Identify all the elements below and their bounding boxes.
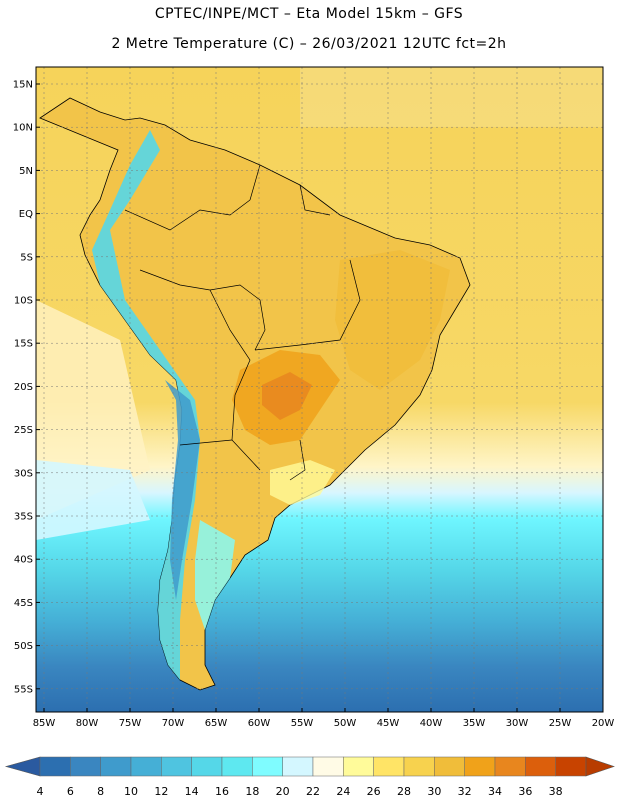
- colorbar-swatch: [464, 756, 496, 777]
- longitude-labels: 85W 80W 75W 70W 65W 60W 55W 50W 45W 40W 35W 30W 25W 2…: [33, 708, 615, 729]
- lat-label: 50S: [14, 641, 33, 652]
- colorbar-label: 18: [245, 785, 259, 798]
- lon-label: 60W: [248, 718, 271, 729]
- colorbar-swatch: [161, 756, 192, 777]
- colorbar-label: 4: [37, 785, 44, 798]
- colorbar-swatch: [555, 756, 587, 777]
- colorbar-swatch: [191, 756, 223, 777]
- colorbar-swatch: [403, 756, 435, 777]
- lon-label: 30W: [506, 718, 529, 729]
- lon-label: 85W: [33, 718, 56, 729]
- lon-label: 45W: [377, 718, 400, 729]
- lat-label: 5S: [20, 252, 33, 263]
- latitude-labels: 15N 10N 5N EQ 5S 10S 15S 20S 25S 30S 35S 40S 45S 50S 5…: [13, 80, 40, 695]
- lon-label: 20W: [592, 718, 615, 729]
- colorbar-label: 34: [488, 785, 502, 798]
- lat-label: 55S: [14, 684, 33, 695]
- lat-label: 10N: [13, 123, 33, 134]
- colorbar-label: 24: [336, 785, 350, 798]
- country-borders: [124, 164, 361, 481]
- lon-label: 80W: [76, 718, 99, 729]
- colorbar-label: 14: [185, 785, 199, 798]
- colorbar-label: 30: [427, 785, 441, 798]
- colorbar-swatch: [434, 756, 465, 777]
- colorbar-swatch: [130, 756, 162, 777]
- colorbar-label: 38: [549, 785, 563, 798]
- map-title-line-1: CPTEC/INPE/MCT – Eta Model 15km – GFS: [154, 6, 464, 22]
- colorbar-swatch: [39, 756, 71, 777]
- colorbar-label: 28: [397, 785, 411, 798]
- colorbar-swatch: [100, 756, 132, 777]
- lat-label: 15N: [13, 80, 33, 91]
- uruguay-pale: [270, 460, 335, 505]
- colorbar-label: 16: [215, 785, 229, 798]
- lon-label: 50W: [334, 718, 357, 729]
- colorbar-label: 12: [154, 785, 168, 798]
- colorbar-label: 22: [306, 785, 320, 798]
- lon-label: 65W: [205, 718, 228, 729]
- lat-label: 15S: [14, 339, 33, 350]
- lat-label: 40S: [14, 555, 33, 566]
- colorbar-swatch: [494, 756, 526, 777]
- colorbar-swatch: [252, 756, 283, 777]
- colorbar-label: 10: [124, 785, 138, 798]
- colorbar-label: 20: [276, 785, 290, 798]
- warm-northeast: [335, 250, 450, 390]
- lon-label: 55W: [291, 718, 314, 729]
- lon-label: 40W: [420, 718, 443, 729]
- hot-core: [262, 372, 312, 420]
- colorbar-label: 6: [67, 785, 74, 798]
- lat-label: 35S: [14, 512, 33, 523]
- lon-label: 70W: [162, 718, 185, 729]
- lat-label: 20S: [14, 382, 33, 393]
- lat-label: 10S: [14, 296, 33, 307]
- lat-label: 5N: [19, 166, 33, 177]
- lat-label: 30S: [14, 468, 33, 479]
- colorbar-swatch: [525, 756, 556, 777]
- lon-label: 35W: [463, 718, 486, 729]
- lat-label: 45S: [14, 598, 33, 609]
- colorbar-swatch: [221, 756, 253, 777]
- colorbar-low-arrow: [4, 756, 41, 777]
- lat-label: 25S: [14, 425, 33, 436]
- colorbar-label: 8: [97, 785, 104, 798]
- lon-label: 75W: [119, 718, 142, 729]
- colorbar-swatch: [312, 756, 344, 777]
- colorbar-swatch: [373, 756, 405, 777]
- colorbar-swatch: [343, 756, 374, 777]
- map-frame: [35, 66, 604, 713]
- warm-band: [300, 67, 603, 127]
- pacific-cold-wedge: [36, 460, 150, 540]
- andes-core: [165, 380, 200, 600]
- colorbar: 4 6 8 10 12 14 16 18 20 22 24 26 28 30 32 34 36 38: [4, 756, 615, 798]
- patagonia-cool: [195, 520, 235, 630]
- colorbar-label: 26: [367, 785, 381, 798]
- colorbar-swatch: [70, 756, 101, 777]
- colorbar-swatch: [282, 756, 314, 777]
- map-title-line-2: 2 Metre Temperature (C) – 26/03/2021 12U…: [111, 36, 507, 52]
- colorbar-high-arrow: [585, 756, 615, 777]
- colorbar-label: 32: [458, 785, 472, 798]
- colorbar-label: 36: [518, 785, 532, 798]
- lon-label: 25W: [549, 718, 572, 729]
- lat-label: EQ: [19, 209, 33, 220]
